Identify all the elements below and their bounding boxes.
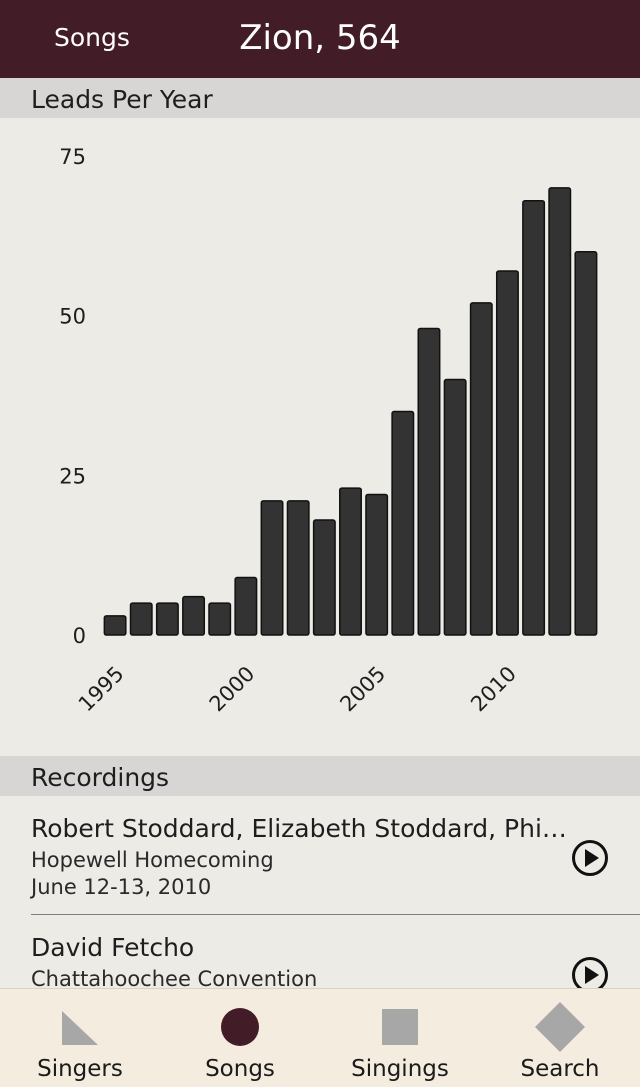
y-tick-label: 50 bbox=[59, 305, 86, 329]
y-tick-label: 0 bbox=[73, 624, 86, 648]
bar-1998 bbox=[182, 595, 206, 636]
recording-singers: David Fetcho bbox=[31, 933, 195, 962]
bar-2002 bbox=[286, 500, 310, 636]
circle-icon bbox=[221, 1008, 259, 1046]
diamond-icon bbox=[535, 1002, 585, 1052]
tab-label: Singers bbox=[37, 1056, 123, 1082]
leads-section-header: Leads Per Year bbox=[0, 78, 640, 118]
bar-1997 bbox=[155, 602, 179, 636]
x-tick-label: 1995 bbox=[74, 662, 129, 717]
bar-1995 bbox=[103, 615, 127, 636]
row-divider bbox=[31, 914, 640, 915]
recording-singers: Robert Stoddard, Elizabeth Stoddard, Phi… bbox=[31, 814, 571, 843]
back-button[interactable]: Songs bbox=[54, 23, 130, 52]
bar-2004 bbox=[339, 487, 362, 636]
navigation-bar: Songs Zion, 564 bbox=[0, 0, 640, 78]
tab-singings[interactable]: Singings bbox=[320, 989, 480, 1087]
page-title: Zion, 564 bbox=[239, 18, 401, 58]
triangle-icon bbox=[62, 1011, 98, 1045]
x-tick-label: 2005 bbox=[335, 662, 390, 717]
bar-1999 bbox=[208, 602, 232, 636]
tab-songs[interactable]: Songs bbox=[160, 989, 320, 1087]
square-icon bbox=[382, 1009, 418, 1045]
tab-label: Search bbox=[520, 1056, 600, 1082]
play-icon[interactable] bbox=[571, 839, 609, 877]
bar-2007 bbox=[417, 327, 441, 636]
bar-2005 bbox=[365, 493, 389, 636]
bar-2012 bbox=[548, 187, 572, 636]
tab-singers[interactable]: Singers bbox=[0, 989, 160, 1087]
bar-2003 bbox=[312, 519, 336, 636]
recording-date: June 12-13, 2010 bbox=[31, 875, 212, 899]
recording-event: Chattahoochee Convention bbox=[31, 967, 318, 991]
bar-1996 bbox=[129, 602, 153, 636]
bar-2010 bbox=[495, 270, 519, 636]
bar-2001 bbox=[260, 500, 284, 636]
leads-per-year-chart: 0 25 50 75 1995 2000 2005 2010 bbox=[59, 145, 598, 717]
recordings-section-header: Recordings bbox=[0, 756, 640, 796]
tab-search[interactable]: Search bbox=[480, 989, 640, 1087]
bar-2013 bbox=[574, 251, 598, 636]
y-tick-label: 75 bbox=[59, 145, 86, 169]
tab-label: Singings bbox=[351, 1056, 449, 1082]
recording-row[interactable]: Robert Stoddard, Elizabeth Stoddard, Phi… bbox=[0, 796, 640, 912]
bar-2009 bbox=[469, 302, 493, 636]
x-tick-label: 2000 bbox=[205, 662, 260, 717]
recording-row[interactable]: David Fetcho Chattahoochee Convention bbox=[0, 915, 640, 1031]
recording-event: Hopewell Homecoming bbox=[31, 848, 274, 872]
bar-2011 bbox=[522, 199, 546, 636]
tab-label: Songs bbox=[205, 1056, 275, 1082]
y-tick-label: 25 bbox=[59, 464, 86, 488]
bar-2008 bbox=[443, 378, 467, 636]
tab-bar: Singers Songs Singings Search bbox=[0, 988, 640, 1087]
bar-2006 bbox=[391, 410, 415, 636]
bar-2000 bbox=[234, 576, 258, 636]
x-tick-label: 2010 bbox=[466, 662, 521, 717]
